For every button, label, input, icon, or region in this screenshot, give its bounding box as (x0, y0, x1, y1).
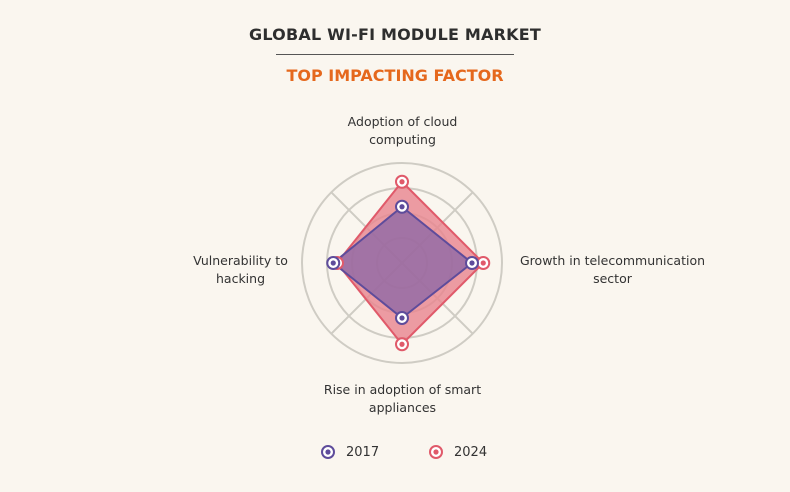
legend-label-2017: 2017 (346, 444, 380, 460)
legend-label-2024: 2024 (454, 444, 488, 460)
series-area-2017 (331, 205, 474, 320)
grid-ring-4 (301, 162, 503, 364)
point-dot-2017-axis-1 (469, 260, 475, 266)
title-divider (276, 54, 514, 55)
legend-marker-2017 (321, 445, 335, 459)
chart-subtitle: TOP IMPACTING FACTOR (286, 66, 504, 85)
point-dot-2017-axis-0 (399, 204, 405, 210)
legend-item-2017: 2017 (320, 442, 379, 462)
legend-marker-2024 (429, 445, 443, 459)
point-dot-2024-axis-1 (480, 260, 486, 266)
point-dot-2017-axis-3 (330, 260, 336, 266)
point-dot-2024-axis-2 (399, 341, 405, 347)
axis-label-smart-appliances: Rise in adoption of smart appliances (323, 382, 482, 415)
point-dot-2024-axis-0 (399, 179, 405, 185)
chart-title: GLOBAL WI-FI MODULE MARKET (249, 25, 541, 44)
axis-label-telecom: Growth in telecommunication sector (520, 253, 706, 286)
axis-label-hacking: Vulnerability to hacking (193, 253, 288, 286)
point-dot-2017-axis-2 (399, 315, 405, 321)
legend-item-2024: 2024 (428, 442, 487, 462)
axis-label-cloud: Adoption of cloud computing (347, 114, 458, 147)
